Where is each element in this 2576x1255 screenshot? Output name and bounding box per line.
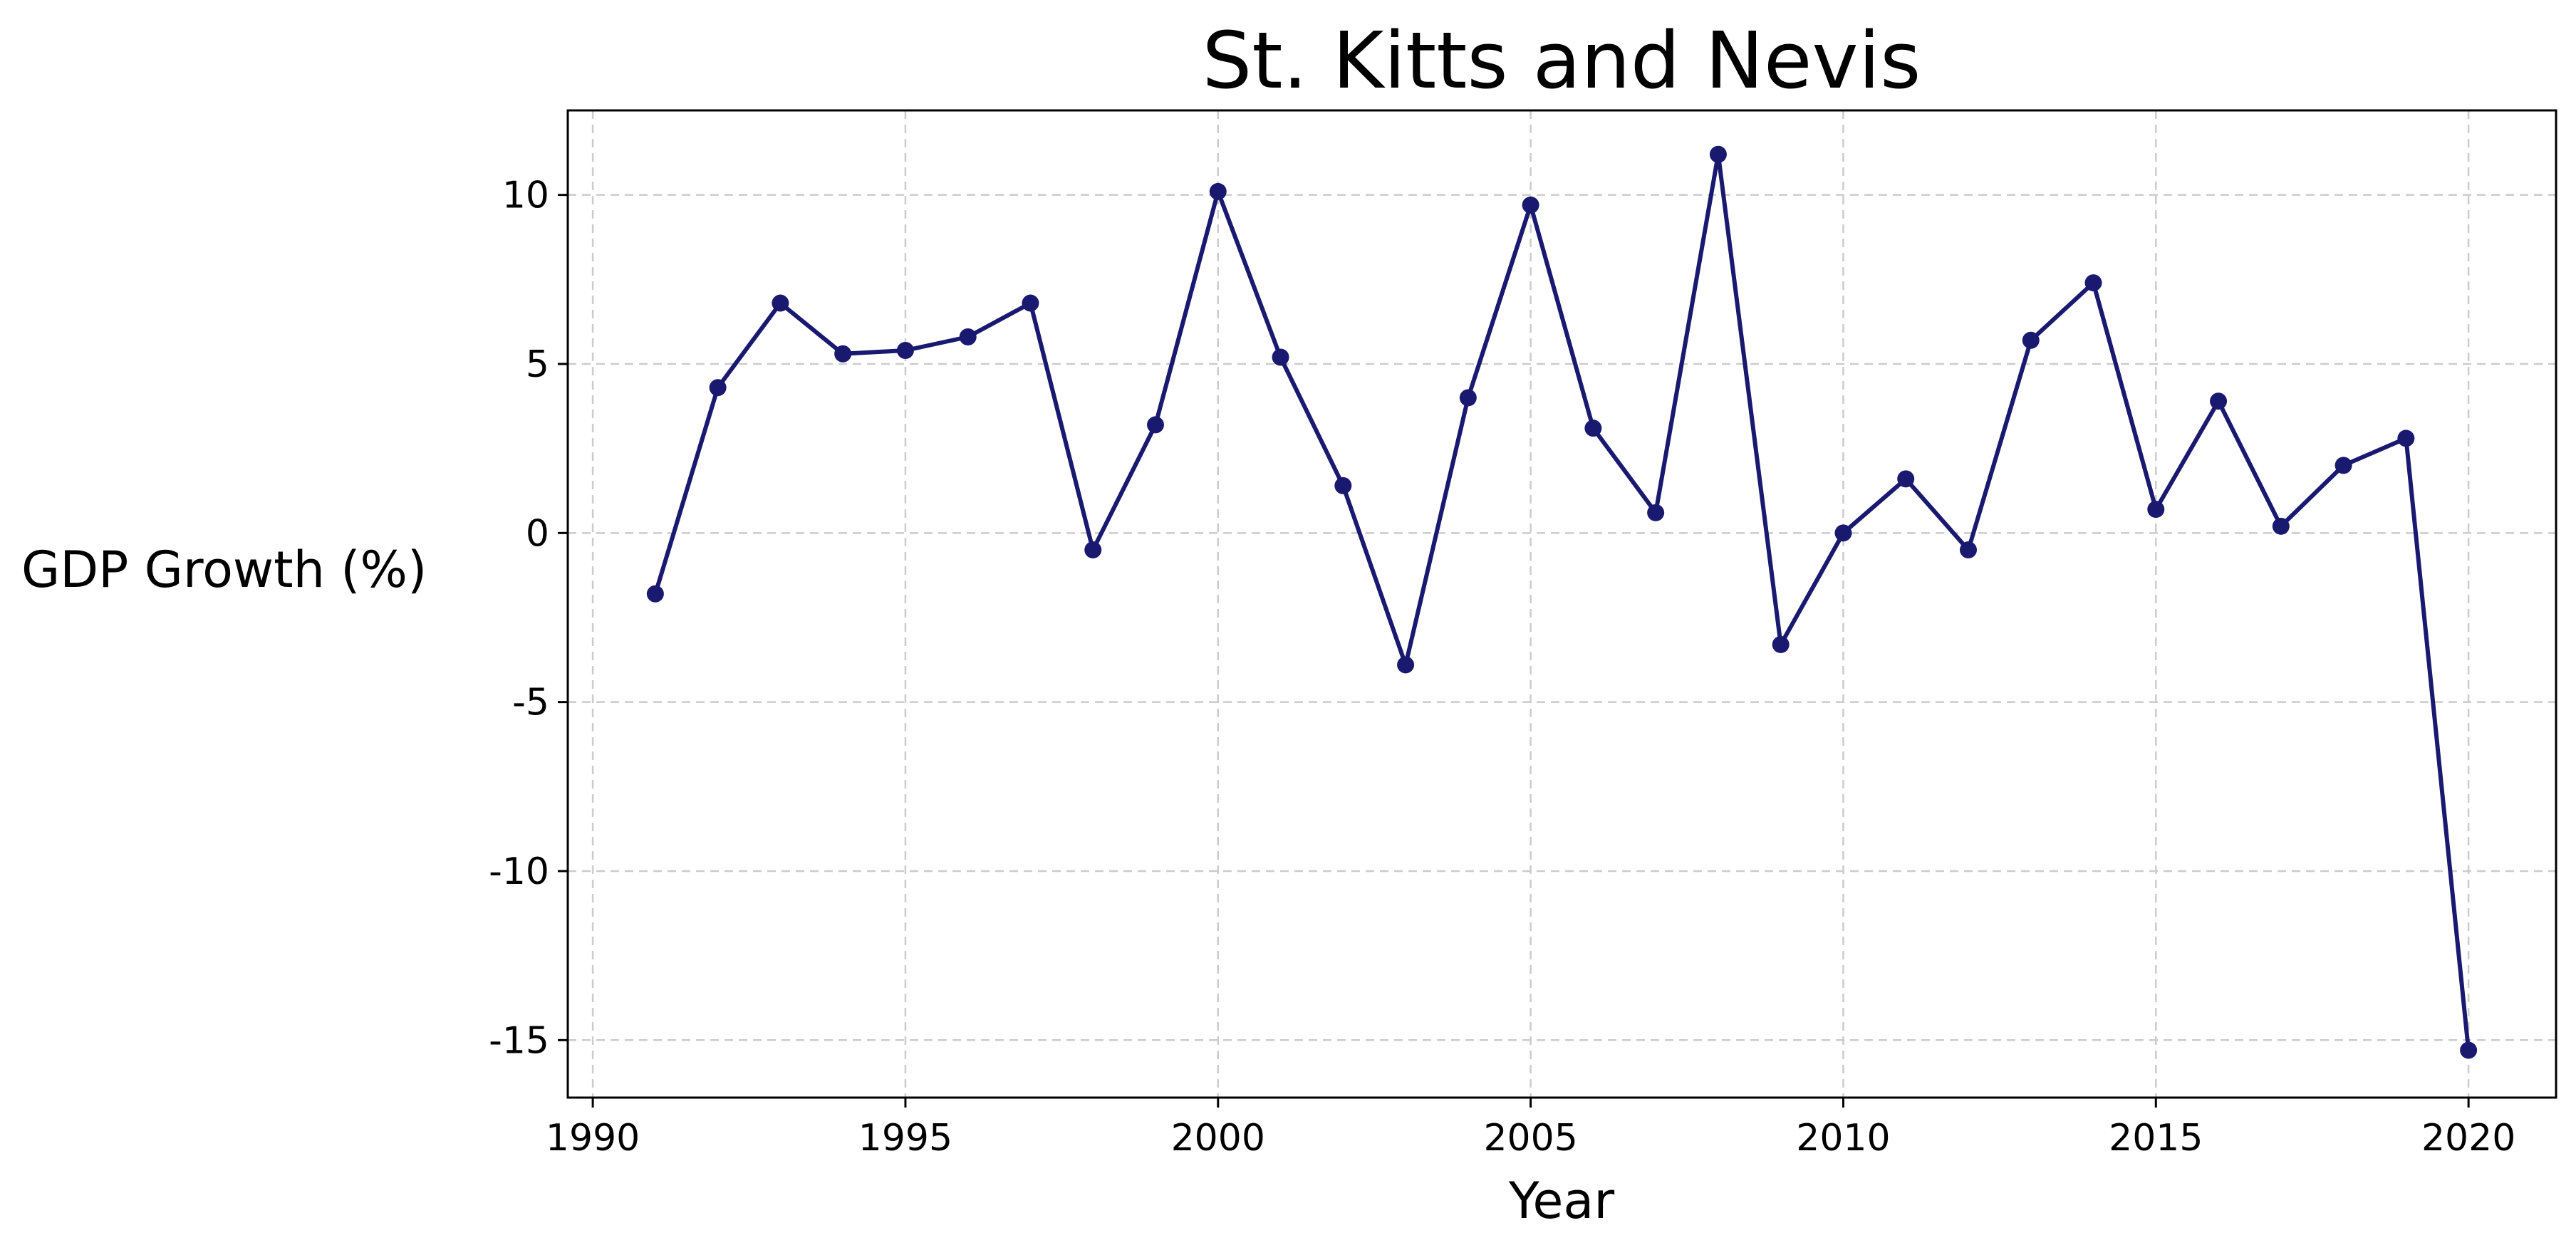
data-point xyxy=(2397,429,2415,447)
data-point xyxy=(1334,477,1352,494)
data-point xyxy=(1272,348,1289,366)
x-axis-ticks: 1990 1995 2000 2005 2010 2015 2020 xyxy=(546,1098,2515,1160)
x-tick-label: 1990 xyxy=(546,1117,640,1160)
y-tick-label: 5 xyxy=(526,343,549,386)
data-point xyxy=(1709,145,1727,163)
data-point xyxy=(1459,389,1477,407)
data-point xyxy=(1209,182,1227,200)
data-point xyxy=(1584,420,1602,437)
data-point xyxy=(1647,504,1665,521)
chart-title: St. Kitts and Nevis xyxy=(1203,15,1921,106)
data-point xyxy=(896,342,914,360)
data-point xyxy=(1022,294,1039,312)
x-tick-label: 2020 xyxy=(2421,1117,2515,1160)
data-point xyxy=(709,379,727,397)
y-tick-label: 10 xyxy=(502,175,549,217)
data-point xyxy=(959,328,977,346)
data-point xyxy=(834,345,852,363)
data-point xyxy=(1397,656,1415,674)
x-tick-label: 2000 xyxy=(1171,1117,1265,1160)
plot-area-frame xyxy=(566,109,2557,1099)
data-point xyxy=(1084,541,1102,559)
data-point xyxy=(2460,1041,2478,1059)
series-group xyxy=(646,145,2478,1059)
x-tick-label: 1995 xyxy=(858,1117,952,1160)
y-tick-label: -15 xyxy=(489,1019,549,1062)
y-axis-title: GDP Growth (%) xyxy=(21,541,427,599)
data-point xyxy=(1772,635,1790,653)
x-tick-label: 2015 xyxy=(2109,1117,2203,1160)
data-point xyxy=(646,585,664,603)
data-point xyxy=(1522,196,1539,214)
data-point xyxy=(2210,392,2228,410)
y-tick-label: -5 xyxy=(512,682,549,724)
data-point xyxy=(772,294,789,312)
x-tick-label: 2005 xyxy=(1483,1117,1577,1160)
data-point xyxy=(2147,501,2165,519)
data-point xyxy=(1834,524,1852,542)
data-point xyxy=(2272,517,2290,535)
data-point xyxy=(2022,331,2040,349)
y-tick-label: 0 xyxy=(526,512,549,555)
x-tick-label: 2010 xyxy=(1796,1117,1890,1160)
data-point xyxy=(2334,457,2352,474)
series-line xyxy=(653,152,2471,1051)
data-point xyxy=(2084,274,2102,292)
data-point xyxy=(1147,416,1165,434)
data-point xyxy=(1959,541,1977,559)
x-axis-title: Year xyxy=(1508,1172,1614,1230)
y-tick-label: -10 xyxy=(489,850,549,893)
data-point xyxy=(1897,470,1915,488)
y-axis-ticks: 10 5 0 -5 -10 -15 xyxy=(489,175,568,1062)
grid-lines xyxy=(568,110,2556,1098)
